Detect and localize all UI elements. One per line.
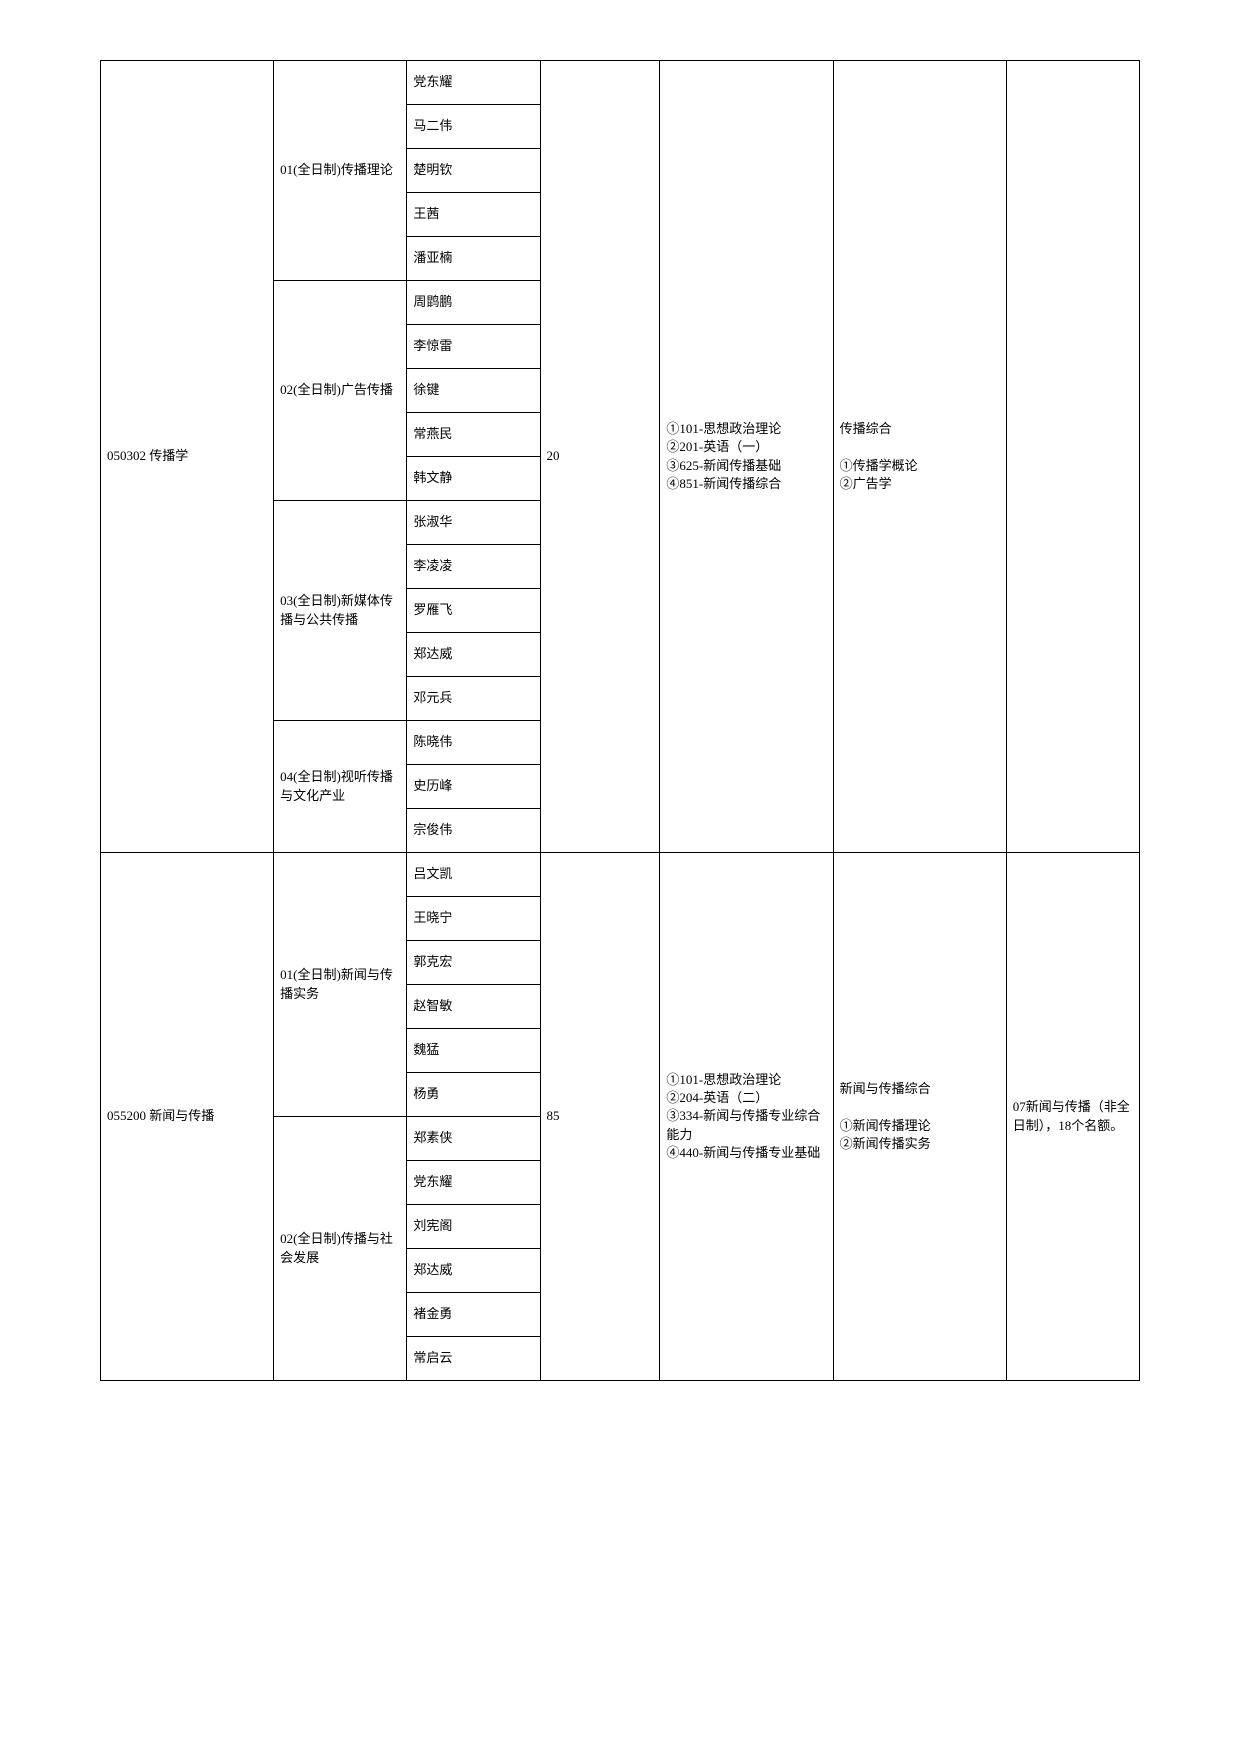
name-cell: 褚金勇	[407, 1293, 540, 1337]
direction-cell: 02(全日制)广告传播	[274, 281, 407, 501]
major-cell: 055200 新闻与传播	[101, 853, 274, 1381]
name-cell: 陈晓伟	[407, 721, 540, 765]
name-cell: 邓元兵	[407, 677, 540, 721]
name-cell: 郭克宏	[407, 941, 540, 985]
direction-cell: 03(全日制)新媒体传播与公共传播	[274, 501, 407, 721]
name-cell: 张淑华	[407, 501, 540, 545]
name-cell: 史历峰	[407, 765, 540, 809]
table-row: 050302 传播学01(全日制)传播理论党东耀20①101-思想政治理论 ②2…	[101, 61, 1140, 105]
program-table: 050302 传播学01(全日制)传播理论党东耀20①101-思想政治理论 ②2…	[100, 60, 1140, 1381]
name-cell: 杨勇	[407, 1073, 540, 1117]
major-cell: 050302 传播学	[101, 61, 274, 853]
name-cell: 魏猛	[407, 1029, 540, 1073]
direction-cell: 01(全日制)传播理论	[274, 61, 407, 281]
direction-cell: 02(全日制)传播与社会发展	[274, 1117, 407, 1381]
name-cell: 周鹍鹏	[407, 281, 540, 325]
name-cell: 马二伟	[407, 105, 540, 149]
exam-cell: ①101-思想政治理论 ②201-英语（一） ③625-新闻传播基础 ④851-…	[660, 61, 833, 853]
remark-cell	[1006, 61, 1139, 853]
quota-cell: 85	[540, 853, 660, 1381]
name-cell: 赵智敏	[407, 985, 540, 1029]
name-cell: 吕文凯	[407, 853, 540, 897]
name-cell: 郑达威	[407, 1249, 540, 1293]
remark-cell: 07新闻与传播（非全日制），18个名额。	[1006, 853, 1139, 1381]
retest-cell: 传播综合 ①传播学概论 ②广告学	[833, 61, 1006, 853]
quota-cell: 20	[540, 61, 660, 853]
name-cell: 宗俊伟	[407, 809, 540, 853]
name-cell: 楚明钦	[407, 149, 540, 193]
name-cell: 刘宪阁	[407, 1205, 540, 1249]
name-cell: 王茜	[407, 193, 540, 237]
retest-cell: 新闻与传播综合 ①新闻传播理论 ②新闻传播实务	[833, 853, 1006, 1381]
exam-cell: ①101-思想政治理论 ②204-英语（二） ③334-新闻与传播专业综合能力 …	[660, 853, 833, 1381]
name-cell: 郑素侠	[407, 1117, 540, 1161]
name-cell: 罗雁飞	[407, 589, 540, 633]
name-cell: 李惊雷	[407, 325, 540, 369]
name-cell: 常燕民	[407, 413, 540, 457]
name-cell: 王晓宁	[407, 897, 540, 941]
table-row: 055200 新闻与传播01(全日制)新闻与传播实务吕文凯85①101-思想政治…	[101, 853, 1140, 897]
direction-cell: 01(全日制)新闻与传播实务	[274, 853, 407, 1117]
name-cell: 郑达威	[407, 633, 540, 677]
name-cell: 常启云	[407, 1337, 540, 1381]
name-cell: 李凌凌	[407, 545, 540, 589]
name-cell: 潘亚楠	[407, 237, 540, 281]
name-cell: 党东耀	[407, 1161, 540, 1205]
name-cell: 韩文静	[407, 457, 540, 501]
name-cell: 徐键	[407, 369, 540, 413]
name-cell: 党东耀	[407, 61, 540, 105]
direction-cell: 04(全日制)视听传播与文化产业	[274, 721, 407, 853]
